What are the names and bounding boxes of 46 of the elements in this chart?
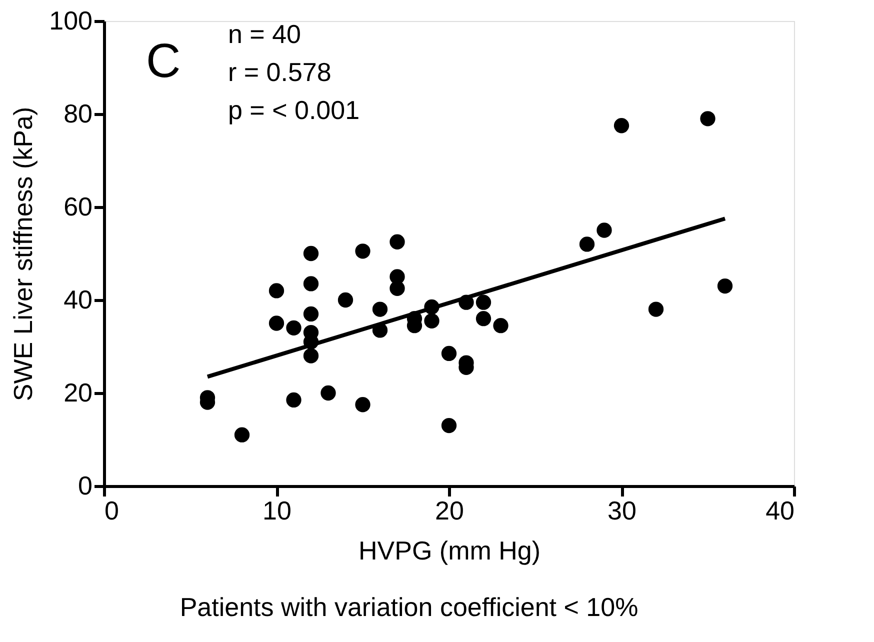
x-tick-label: 30: [608, 496, 636, 526]
y-tick-label: 60: [64, 192, 92, 222]
y-tick-label: 100: [49, 6, 92, 36]
point: [596, 222, 612, 238]
point: [355, 397, 370, 412]
point: [372, 302, 388, 317]
y-tick-label: 40: [64, 284, 92, 314]
point: [320, 385, 336, 401]
point: [286, 320, 302, 336]
annotation: n = 40: [228, 19, 302, 49]
point: [424, 313, 440, 328]
point: [303, 276, 319, 292]
point: [268, 316, 284, 331]
x-tick-label: 40: [766, 496, 794, 526]
point: [648, 302, 664, 317]
point: [234, 427, 250, 442]
point: [390, 234, 405, 250]
point: [355, 244, 370, 259]
y-axis-title: SWE Liver stiffness (kPa): [8, 106, 38, 402]
point: [614, 118, 630, 134]
x-axis-title: HVPG (mm Hg): [358, 536, 540, 566]
point: [268, 283, 284, 298]
x-tick-label: 0: [104, 496, 119, 526]
point: [390, 280, 405, 296]
point: [493, 318, 508, 334]
y-tick-label: 0: [78, 470, 92, 500]
text: Patients with variation coefficient < 10%: [180, 592, 638, 622]
point: [717, 278, 733, 294]
x-tick-label: 10: [262, 496, 292, 526]
x-tick-label: 20: [435, 496, 464, 526]
point: [476, 311, 492, 326]
point: [303, 246, 319, 262]
point: [303, 348, 319, 364]
point: [441, 346, 457, 362]
y-tick-label: 20: [64, 378, 92, 408]
point: [700, 111, 716, 126]
point: [476, 294, 492, 310]
point: [303, 306, 319, 322]
point: [441, 418, 457, 434]
y-tick-label: 80: [64, 98, 92, 128]
annotation: p = < 0.001: [228, 95, 360, 125]
point: [338, 292, 354, 308]
point: [286, 392, 302, 408]
annotation: r = 0.578: [228, 57, 332, 87]
annotation: C: [146, 35, 181, 88]
point: [579, 236, 595, 252]
